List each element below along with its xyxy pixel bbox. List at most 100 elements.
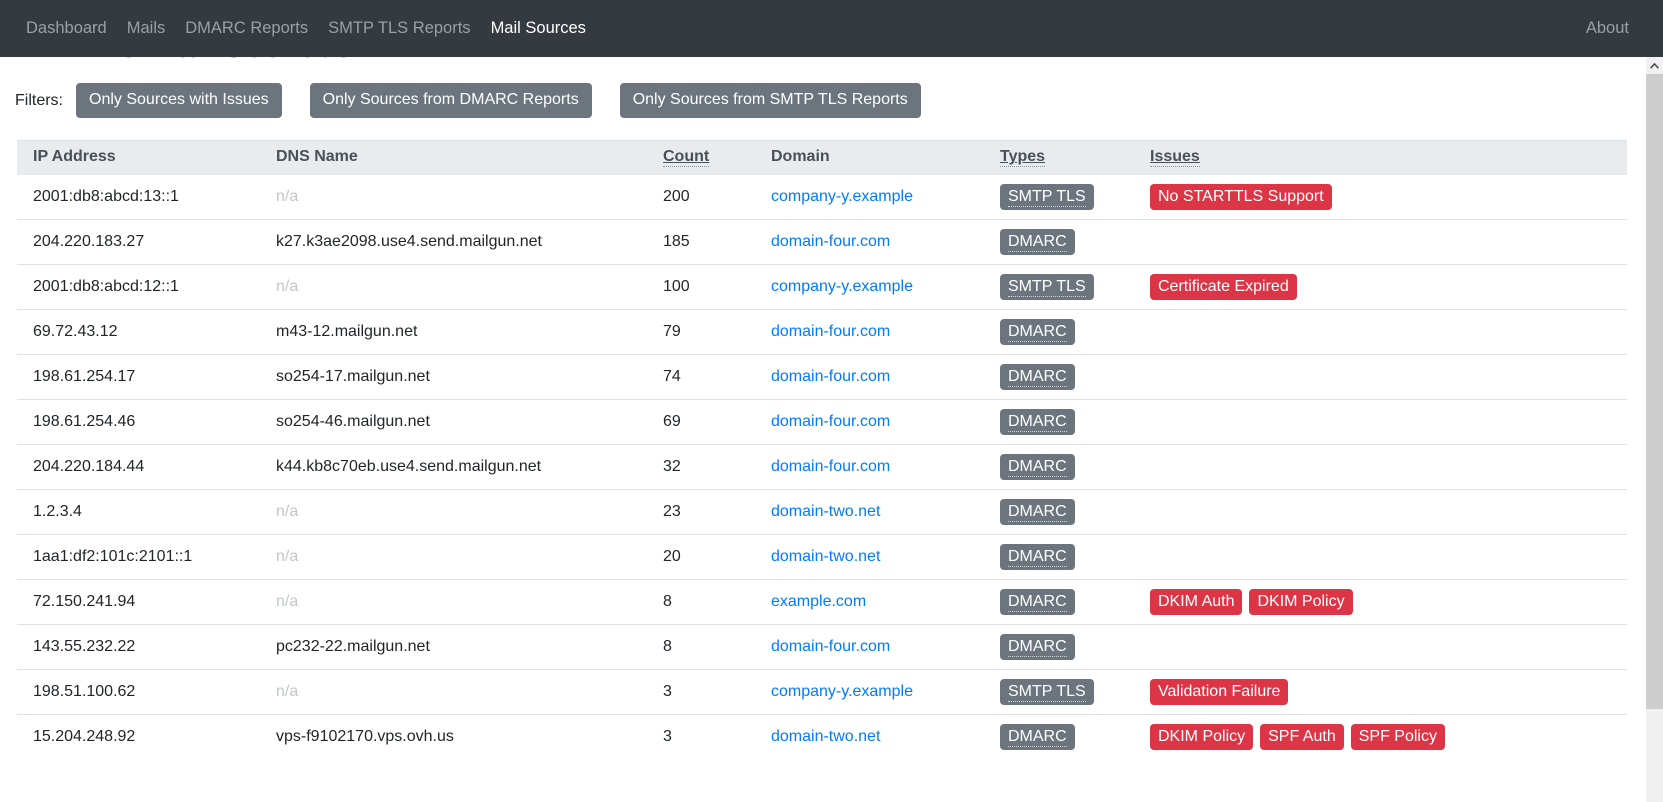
domain-cell: company-y.example bbox=[755, 669, 984, 715]
issues-cell bbox=[1134, 624, 1627, 670]
table-row: 143.55.232.22 pc232-22.mailgun.net 8 dom… bbox=[17, 624, 1627, 670]
count-cell: 3 bbox=[647, 714, 755, 759]
nav-item-dmarc-reports[interactable]: DMARC Reports bbox=[185, 19, 309, 37]
dns-name-cell: n/a bbox=[260, 534, 647, 580]
domain-link[interactable]: domain-two.net bbox=[771, 728, 881, 745]
issue-badge: Validation Failure bbox=[1150, 679, 1289, 705]
domain-link[interactable]: example.com bbox=[771, 593, 867, 610]
domain-link[interactable]: domain-four.com bbox=[771, 368, 891, 385]
table-row: 198.61.254.46 so254-46.mailgun.net 69 do… bbox=[17, 399, 1627, 445]
ip-address-cell: 198.61.254.17 bbox=[17, 354, 260, 400]
scrollbar-up-button[interactable] bbox=[1646, 57, 1663, 74]
scrollbar-thumb[interactable] bbox=[1646, 74, 1663, 709]
domain-link[interactable]: domain-four.com bbox=[771, 323, 891, 340]
table-row: 1.2.3.4 n/a 23 domain-two.net DMARC bbox=[17, 489, 1627, 535]
issue-badge: SPF Policy bbox=[1350, 724, 1445, 750]
filters-bar: Filters: Only Sources with Issues Only S… bbox=[15, 82, 1663, 119]
mail-sources-table-container: IP Address DNS Name Count Domain Types I… bbox=[17, 140, 1646, 759]
type-badge-label: DMARC bbox=[1008, 503, 1067, 522]
count-cell: 3 bbox=[647, 669, 755, 715]
issues-cell: Certificate Expired bbox=[1134, 264, 1627, 310]
domain-cell: domain-four.com bbox=[755, 309, 984, 355]
dns-name-cell: so254-17.mailgun.net bbox=[260, 354, 647, 400]
count-cell: 32 bbox=[647, 444, 755, 490]
ip-address-cell: 198.51.100.62 bbox=[17, 669, 260, 715]
type-badge: DMARC bbox=[1000, 364, 1075, 390]
domain-link[interactable]: company-y.example bbox=[771, 683, 913, 700]
ip-address-cell: 69.72.43.12 bbox=[17, 309, 260, 355]
column-header-domain: Domain bbox=[755, 140, 984, 175]
filter-only-dmarc-reports-button[interactable]: Only Sources from DMARC Reports bbox=[309, 83, 592, 118]
domain-link[interactable]: domain-four.com bbox=[771, 638, 891, 655]
domain-link[interactable]: company-y.example bbox=[771, 278, 913, 295]
table-row: 198.61.254.17 so254-17.mailgun.net 74 do… bbox=[17, 354, 1627, 400]
domain-link[interactable]: domain-four.com bbox=[771, 458, 891, 475]
type-badge-label: DMARC bbox=[1008, 548, 1067, 567]
domain-cell: example.com bbox=[755, 579, 984, 625]
ip-address-cell: 2001:db8:abcd:12::1 bbox=[17, 264, 260, 310]
ip-address-cell: 2001:db8:abcd:13::1 bbox=[17, 174, 260, 220]
types-cell: SMTP TLS bbox=[984, 669, 1134, 715]
table-row: 2001:db8:abcd:12::1 n/a 100 company-y.ex… bbox=[17, 264, 1627, 310]
count-cell: 200 bbox=[647, 174, 755, 220]
dns-name-cell: so254-46.mailgun.net bbox=[260, 399, 647, 445]
domain-link[interactable]: domain-four.com bbox=[771, 233, 891, 250]
types-cell: DMARC bbox=[984, 624, 1134, 670]
type-badge-label: DMARC bbox=[1008, 233, 1067, 252]
top-navbar: Dashboard Mails DMARC Reports SMTP TLS R… bbox=[0, 0, 1663, 57]
domain-cell: domain-two.net bbox=[755, 489, 984, 535]
nav-item-smtp-tls-reports[interactable]: SMTP TLS Reports bbox=[328, 19, 471, 37]
count-cell: 185 bbox=[647, 219, 755, 265]
type-badge: DMARC bbox=[1000, 589, 1075, 615]
count-cell: 69 bbox=[647, 399, 755, 445]
types-cell: DMARC bbox=[984, 714, 1134, 759]
issue-badge: No STARTTLS Support bbox=[1150, 184, 1332, 210]
type-badge: DMARC bbox=[1000, 229, 1075, 255]
domain-link[interactable]: domain-four.com bbox=[771, 413, 891, 430]
domain-link[interactable]: domain-two.net bbox=[771, 548, 881, 565]
type-badge: DMARC bbox=[1000, 544, 1075, 570]
vertical-scrollbar[interactable] bbox=[1646, 57, 1663, 802]
ip-address-cell: 143.55.232.22 bbox=[17, 624, 260, 670]
domain-cell: company-y.example bbox=[755, 264, 984, 310]
table-row: 204.220.184.44 k44.kb8c70eb.use4.send.ma… bbox=[17, 444, 1627, 490]
type-badge: DMARC bbox=[1000, 499, 1075, 525]
nav-item-about[interactable]: About bbox=[1585, 19, 1629, 37]
nav-item-mail-sources[interactable]: Mail Sources bbox=[490, 19, 586, 37]
dns-name-cell: k44.kb8c70eb.use4.send.mailgun.net bbox=[260, 444, 647, 490]
domain-cell: company-y.example bbox=[755, 174, 984, 220]
nav-item-mails[interactable]: Mails bbox=[126, 19, 166, 37]
issue-badge: DKIM Policy bbox=[1249, 589, 1353, 615]
column-header-types: Types bbox=[984, 140, 1134, 175]
issue-badge: Certificate Expired bbox=[1150, 274, 1297, 300]
count-cell: 100 bbox=[647, 264, 755, 310]
types-cell: SMTP TLS bbox=[984, 264, 1134, 310]
type-badge: DMARC bbox=[1000, 319, 1075, 345]
ip-address-cell: 15.204.248.92 bbox=[17, 714, 260, 759]
types-cell: DMARC bbox=[984, 399, 1134, 445]
ip-address-cell: 204.220.183.27 bbox=[17, 219, 260, 265]
nav-item-dashboard[interactable]: Dashboard bbox=[26, 19, 107, 37]
issue-badge: DKIM Auth bbox=[1150, 589, 1243, 615]
type-badge-label: DMARC bbox=[1008, 368, 1067, 387]
types-cell: DMARC bbox=[984, 579, 1134, 625]
filter-only-issues-button[interactable]: Only Sources with Issues bbox=[76, 83, 282, 118]
type-badge-label: DMARC bbox=[1008, 458, 1067, 477]
type-badge-label: SMTP TLS bbox=[1008, 278, 1086, 297]
type-badge: DMARC bbox=[1000, 454, 1075, 480]
issues-cell bbox=[1134, 399, 1627, 445]
domain-link[interactable]: company-y.example bbox=[771, 188, 913, 205]
table-row: 204.220.183.27 k27.k3ae2098.use4.send.ma… bbox=[17, 219, 1627, 265]
types-cell: SMTP TLS bbox=[984, 174, 1134, 220]
domain-cell: domain-two.net bbox=[755, 714, 984, 759]
filter-only-smtp-tls-reports-button[interactable]: Only Sources from SMTP TLS Reports bbox=[619, 83, 921, 118]
table-row: 1aa1:df2:101c:2101::1 n/a 20 domain-two.… bbox=[17, 534, 1627, 580]
types-cell: DMARC bbox=[984, 354, 1134, 400]
domain-link[interactable]: domain-two.net bbox=[771, 503, 881, 520]
type-badge: DMARC bbox=[1000, 634, 1075, 660]
type-badge-label: DMARC bbox=[1008, 413, 1067, 432]
ip-address-cell: 198.61.254.46 bbox=[17, 399, 260, 445]
type-badge-label: SMTP TLS bbox=[1008, 188, 1086, 207]
type-badge-label: DMARC bbox=[1008, 638, 1067, 657]
table-row: 2001:db8:abcd:13::1 n/a 200 company-y.ex… bbox=[17, 174, 1627, 220]
